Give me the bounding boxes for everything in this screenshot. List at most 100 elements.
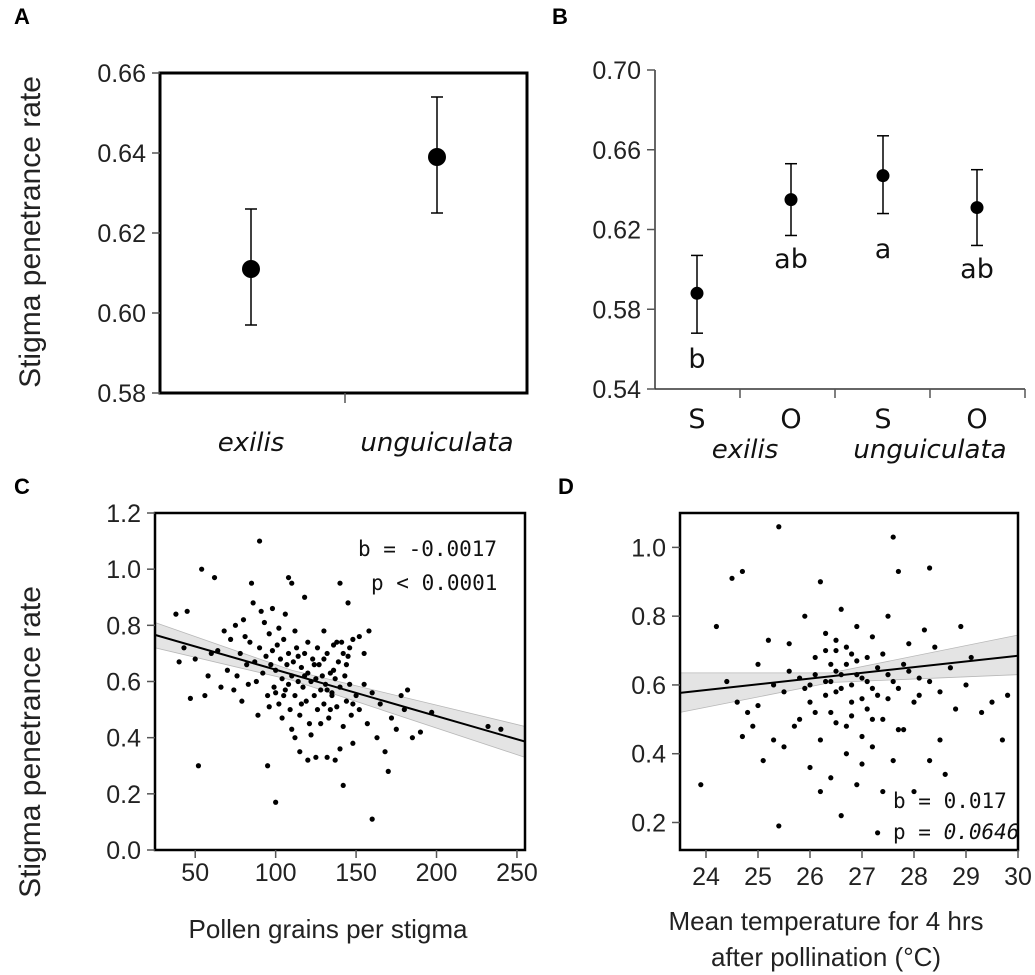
panel-d-data-point xyxy=(734,699,740,705)
panel-d-data-point xyxy=(864,678,870,685)
panel-d-data-point xyxy=(869,685,876,691)
panel-c-data-point xyxy=(192,656,198,662)
panel-d-data-point xyxy=(755,661,761,667)
panel-d-data-point xyxy=(812,709,818,716)
panel-d-data-point xyxy=(776,524,782,530)
panel-c-data-point xyxy=(485,723,491,730)
panel-d-data-point xyxy=(802,685,808,691)
panel-c-data-point xyxy=(318,687,324,693)
panel-c-data-point xyxy=(228,636,234,642)
panel-c-data-point xyxy=(324,687,330,693)
panel-d-slope-annotation: b = 0.017 xyxy=(893,789,1007,813)
panel-c-data-point xyxy=(321,628,327,634)
panel-c-p-annotation: p < 0.0001 xyxy=(371,571,497,595)
panel-c-data-point xyxy=(302,594,308,600)
panel-d-data-point xyxy=(849,713,855,719)
panel-c-chart: 0.0 0.2 0.4 0.6 0.8 1.0 1.2 50 100 150 200 250 b = -… xyxy=(106,500,538,887)
panel-d-y-tick-label: 0.8 xyxy=(631,603,666,631)
panel-b-group-label: unguiculata xyxy=(853,435,1006,465)
panel-d-data-point xyxy=(849,682,855,688)
panel-c-data-point xyxy=(302,650,308,657)
panel-d-data-point xyxy=(807,764,813,771)
panel-d-data-point xyxy=(885,672,891,678)
panel-c-data-point xyxy=(369,816,375,822)
panel-c-data-point xyxy=(237,650,243,657)
panel-d-data-point xyxy=(859,761,865,767)
panel-c-data-point xyxy=(292,735,298,741)
panel-d-data-point xyxy=(828,661,834,667)
panel-d-data-point xyxy=(833,668,839,674)
panel-c-data-point xyxy=(260,670,266,676)
panel-b-significance-letter: a xyxy=(875,234,892,265)
panel-b-category-label: O xyxy=(780,404,801,435)
panel-d-data-point xyxy=(927,678,933,685)
panel-d-data-point xyxy=(739,733,746,740)
panel-b-category-label: S xyxy=(874,404,891,435)
panel-d-data-point xyxy=(859,675,865,681)
panel-d-data-point xyxy=(875,830,881,836)
panel-a-mean-point xyxy=(428,148,446,166)
panel-a-category-label: unguiculata xyxy=(360,428,513,458)
panel-d-data-point xyxy=(916,675,922,681)
panel-c-data-point xyxy=(324,754,330,760)
panel-c-data-point xyxy=(253,678,259,685)
panel-d-data-point xyxy=(880,651,886,657)
panel-d-data-point xyxy=(760,757,766,764)
panel-c-data-point xyxy=(409,735,415,741)
panel-c-data-point xyxy=(202,692,208,699)
panel-c-data-point xyxy=(232,622,239,628)
panel-c-data-point xyxy=(285,650,292,657)
panel-d-data-point xyxy=(833,720,839,726)
panel-c-data-point xyxy=(290,659,296,665)
panel-c-data-point xyxy=(245,681,251,687)
panel-c-data-point xyxy=(337,580,343,586)
panel-d-data-point xyxy=(911,699,917,705)
panel-c-data-point xyxy=(382,749,388,755)
panel-c-data-point xyxy=(273,799,279,805)
panel-d-data-point xyxy=(802,613,808,619)
panel-d-data-point xyxy=(755,702,761,709)
panel-d-data-point xyxy=(750,723,756,729)
panel-d-p-value: 0.0646 xyxy=(944,820,1020,844)
panel-c-data-point xyxy=(350,636,356,642)
panel-c-data-point xyxy=(266,704,272,710)
panel-c-data-point xyxy=(316,662,322,668)
panel-c-data-point xyxy=(332,676,338,682)
panel-d-data-point xyxy=(864,654,870,661)
panel-c-data-point xyxy=(240,617,247,623)
panel-c-x-tick-label: 250 xyxy=(496,859,538,887)
panel-a-y-tick-label: 0.58 xyxy=(97,380,146,408)
panel-b-y-tick-label: 0.58 xyxy=(592,296,641,324)
panel-a-y-tick-label: 0.62 xyxy=(97,220,146,248)
panel-c-x-tick-label: 200 xyxy=(416,859,458,887)
panel-c-data-point xyxy=(289,580,295,586)
panel-d-data-point xyxy=(843,751,850,757)
panel-d-data-point xyxy=(901,727,907,733)
panel-c-data-point xyxy=(356,633,362,640)
panel-d-data-point xyxy=(890,757,896,764)
panel-c-data-point xyxy=(298,701,304,707)
panel-d-data-point xyxy=(859,696,865,702)
panel-b-significance-letter: b xyxy=(688,344,705,375)
panel-d-data-point xyxy=(890,534,896,540)
panel-c-data-point xyxy=(181,645,187,651)
panel-d-x-tick-label: 25 xyxy=(744,863,772,891)
panel-d-data-point xyxy=(854,658,860,664)
panel-d-data-point xyxy=(828,678,834,685)
panel-c-y-tick-label: 1.0 xyxy=(106,556,141,584)
panel-c-data-point xyxy=(404,687,411,693)
panel-c-data-point xyxy=(340,723,346,730)
panel-label-b: B xyxy=(552,4,568,29)
panel-d-data-point xyxy=(838,606,844,612)
panel-d-data-point xyxy=(880,788,886,795)
panel-d-data-point xyxy=(729,575,735,581)
panel-d-data-point xyxy=(854,623,860,630)
panel-c-data-point xyxy=(305,639,311,645)
panel-d-data-point xyxy=(885,696,891,702)
panel-c-data-point xyxy=(268,662,274,668)
panel-d-data-point xyxy=(833,647,839,654)
panel-c-data-point xyxy=(364,721,370,727)
panel-d-data-point xyxy=(786,641,792,647)
